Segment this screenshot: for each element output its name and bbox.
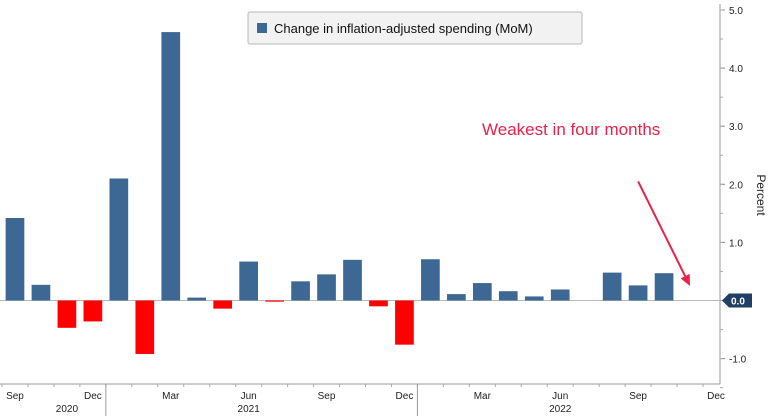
bar — [421, 259, 440, 301]
labels: -1.0 1.0 2.0 3.0 4.0 5.0 0.0 Sep Dec Mar Jun Sep Dec… — [6, 6, 747, 415]
bars — [5, 32, 674, 354]
x-tick-label: Mar — [162, 391, 180, 402]
bar — [317, 274, 336, 301]
bar — [135, 300, 155, 354]
y-tick-label: 2.0 — [729, 180, 743, 191]
legend-box — [247, 11, 583, 45]
x-tick-label: Dec — [707, 391, 725, 402]
last-value-badge — [722, 293, 752, 308]
bar — [109, 178, 129, 301]
x-year-label: 2020 — [56, 404, 79, 415]
y-axis-title: Percent — [754, 174, 768, 216]
y-tick-label: 3.0 — [729, 122, 743, 133]
last-value-badge-label: 0.0 — [731, 297, 745, 308]
annotation: Weakest in four months — [482, 120, 691, 286]
bar — [550, 289, 570, 301]
bar — [239, 261, 258, 301]
legend: Change in inflation-adjusted spending (M… — [247, 11, 583, 45]
bar — [343, 259, 362, 301]
bar — [161, 32, 181, 301]
bar — [291, 281, 310, 301]
y-tick-label: 5.0 — [729, 6, 743, 17]
y-tick-label: 4.0 — [729, 64, 743, 75]
x-year-label: 2021 — [238, 404, 261, 415]
y-axis-label: Percent — [754, 174, 768, 216]
bar — [628, 285, 648, 301]
bar — [395, 300, 414, 345]
bar — [498, 291, 518, 301]
bar — [31, 284, 51, 301]
bar — [524, 296, 544, 301]
bar — [5, 218, 25, 301]
bar — [57, 300, 77, 328]
x-year-label: 2022 — [549, 404, 572, 415]
y-tick-label: -1.0 — [729, 355, 747, 366]
bar — [213, 300, 233, 309]
x-tick-label: Dec — [396, 391, 414, 402]
bar — [265, 300, 284, 302]
bar — [187, 297, 207, 301]
x-tick-label: Mar — [474, 391, 492, 402]
bar — [472, 283, 492, 301]
annotation-arrow — [637, 180, 687, 277]
x-tick-label: Jun — [241, 391, 257, 402]
annotation-label: Weakest in four months — [482, 120, 660, 139]
bar — [83, 300, 103, 322]
bar — [654, 273, 674, 301]
x-tick-label: Sep — [318, 391, 336, 402]
x-tick-label: Dec — [84, 391, 102, 402]
x-tick-label: Sep — [6, 391, 24, 402]
legend-swatch — [257, 23, 267, 33]
bar — [369, 300, 388, 307]
y-tick-label: 1.0 — [729, 238, 743, 249]
bar — [602, 272, 622, 301]
x-tick-label: Sep — [629, 391, 647, 402]
legend-label: Change in inflation-adjusted spending (M… — [274, 21, 533, 36]
bar — [447, 294, 466, 301]
annotation-arrowhead — [680, 273, 691, 286]
x-tick-label: Jun — [552, 391, 568, 402]
